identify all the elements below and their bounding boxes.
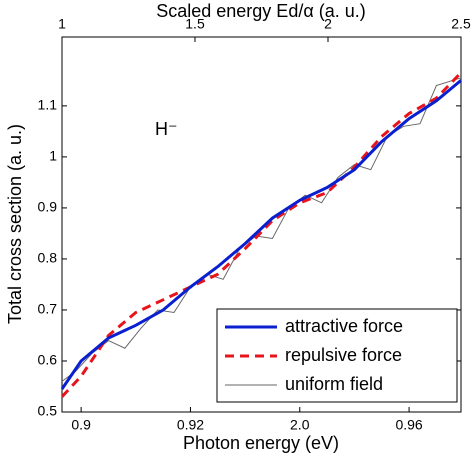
x2-tick-label: 1	[58, 16, 66, 32]
x2-axis-label: Scaled energy Ed/α (a. u.)	[156, 1, 366, 21]
y-axis-label: Total cross section (a. u.)	[5, 124, 25, 324]
x-tick-label: 0.92	[177, 417, 204, 433]
y-tick-label: 0.8	[38, 250, 58, 266]
legend-label: repulsive force	[285, 345, 402, 365]
x-tick-label: 2.0	[290, 417, 310, 433]
x-tick-label: 0.9	[71, 417, 91, 433]
y-tick-label: 0.6	[38, 352, 58, 368]
y-tick-label: 0.5	[38, 403, 58, 419]
series-line	[60, 79, 462, 390]
y-tick-label: 1.1	[38, 97, 58, 113]
x2-tick-label: 1.5	[185, 16, 205, 32]
annotation: H⁻	[155, 119, 178, 139]
y-tick-label: 0.7	[38, 301, 58, 317]
x2-tick-label: 2	[324, 16, 332, 32]
legend-label: attractive force	[285, 316, 403, 336]
x-tick-label: 0.96	[395, 417, 422, 433]
y-tick-label: 1	[49, 148, 57, 164]
plot-frame	[61, 36, 462, 413]
x-axis-label: Photon energy (eV)	[183, 433, 339, 453]
y-tick-label: 0.9	[38, 199, 58, 215]
legend-label: uniform field	[285, 374, 383, 394]
series-line	[60, 71, 463, 398]
x2-tick-label: 2.5	[451, 16, 471, 32]
